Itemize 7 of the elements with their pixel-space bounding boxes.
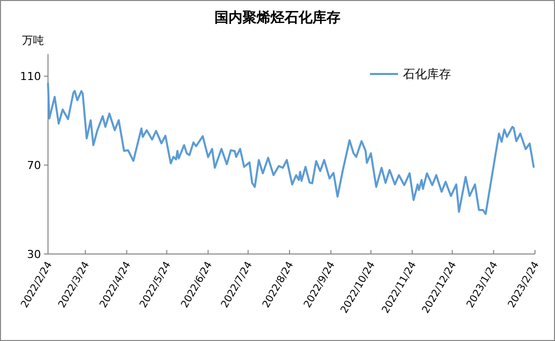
y-tick-label: 30 [27, 248, 41, 261]
y-tick-label: 70 [27, 159, 41, 172]
chart-title: 国内聚烯烃石化库存 [214, 9, 340, 26]
legend-label: 石化库存 [403, 67, 451, 81]
y-tick-label: 110 [20, 70, 41, 84]
line-series [47, 82, 535, 215]
y-axis-title: 万吨 [22, 34, 44, 47]
